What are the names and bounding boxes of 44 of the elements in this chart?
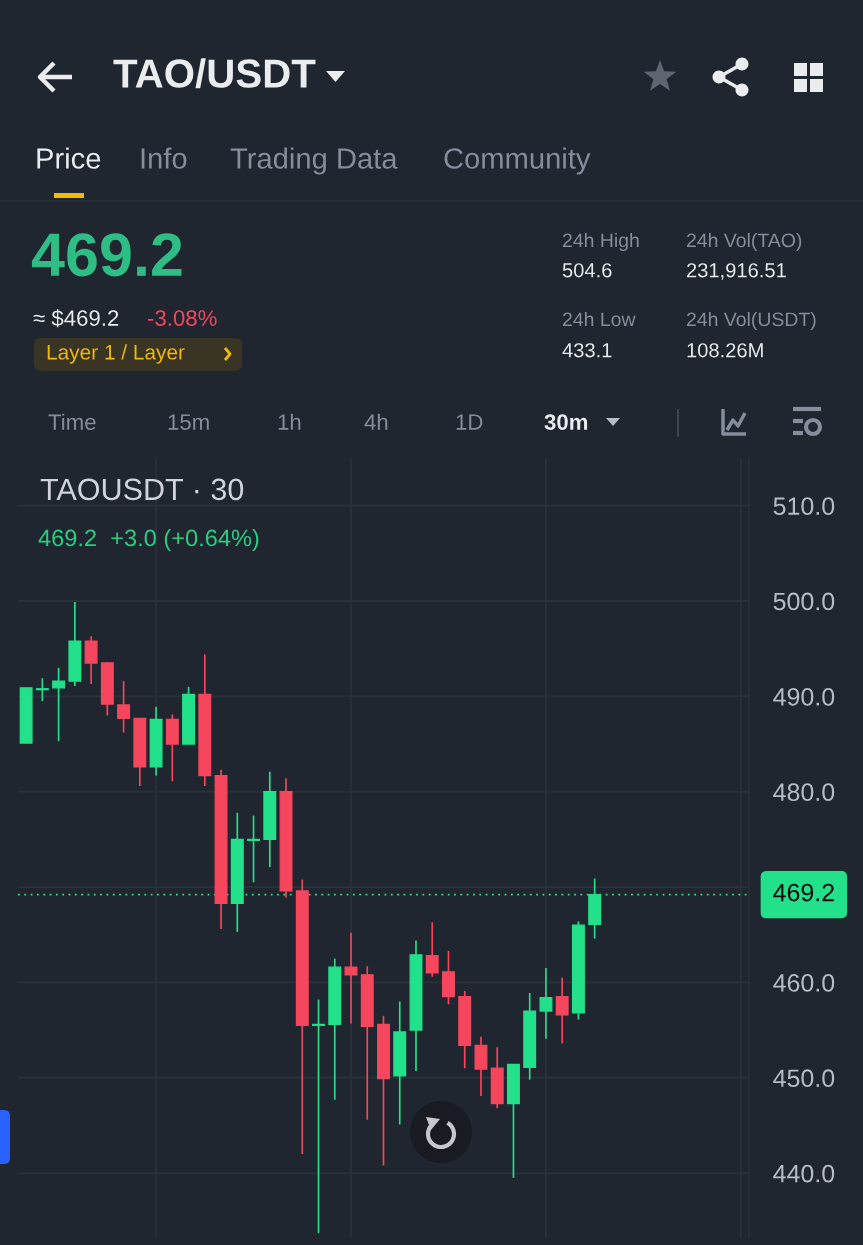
text: 1D [456, 414, 483, 430]
text: 24h Vol(TAO) [686, 232, 802, 252]
text: 4h [364, 413, 388, 430]
text: 15m [168, 414, 209, 430]
text: 24h Low [562, 311, 636, 327]
text: TAOUSDT · 30 [40, 478, 244, 501]
candlestick [312, 998, 325, 1235]
y-tick-label: 450.0 [773, 1069, 835, 1088]
text: 231,916.51 [687, 263, 786, 280]
text: Price [37, 147, 101, 169]
text: 433.1 [562, 343, 612, 358]
candlestick [84, 635, 98, 685]
text: Info [141, 147, 187, 169]
candlestick [344, 932, 358, 1025]
candlestick [539, 967, 553, 1040]
candlestick [247, 814, 261, 884]
candlestick [35, 677, 49, 702]
text: Trading Data [230, 147, 398, 175]
text: Layer 1 / Layer [47, 344, 185, 364]
ref-line-label: 469.2 [773, 883, 834, 902]
text: 469.2 +3.0 (+0.64%) [38, 528, 259, 551]
text: TAO/USDT [113, 58, 316, 89]
y-tick-label: 490.0 [773, 687, 835, 706]
text: 469.2 [31, 233, 182, 277]
candlestick [425, 921, 439, 978]
candlestick [474, 1035, 488, 1097]
candlestick [52, 666, 66, 743]
text: -3.08% [147, 310, 217, 326]
y-tick-label: 480.0 [773, 783, 835, 802]
candlestick [555, 976, 569, 1045]
text: 24h High [562, 232, 639, 252]
text: Community [444, 147, 591, 175]
text: ≈ $469.2 [33, 309, 119, 328]
candlestick [117, 680, 131, 734]
text: 24h Vol(USDT) [686, 311, 816, 331]
y-tick-label: 440.0 [773, 1164, 835, 1183]
text: 504.6 [562, 263, 612, 278]
text: 108.26M [687, 343, 763, 358]
text: 30m [544, 414, 588, 430]
y-tick-label: 500.0 [773, 592, 835, 611]
text: Time [48, 413, 96, 430]
text: 1h [278, 413, 301, 430]
y-tick-label: 510.0 [773, 497, 835, 515]
y-tick-label: 460.0 [773, 974, 835, 992]
